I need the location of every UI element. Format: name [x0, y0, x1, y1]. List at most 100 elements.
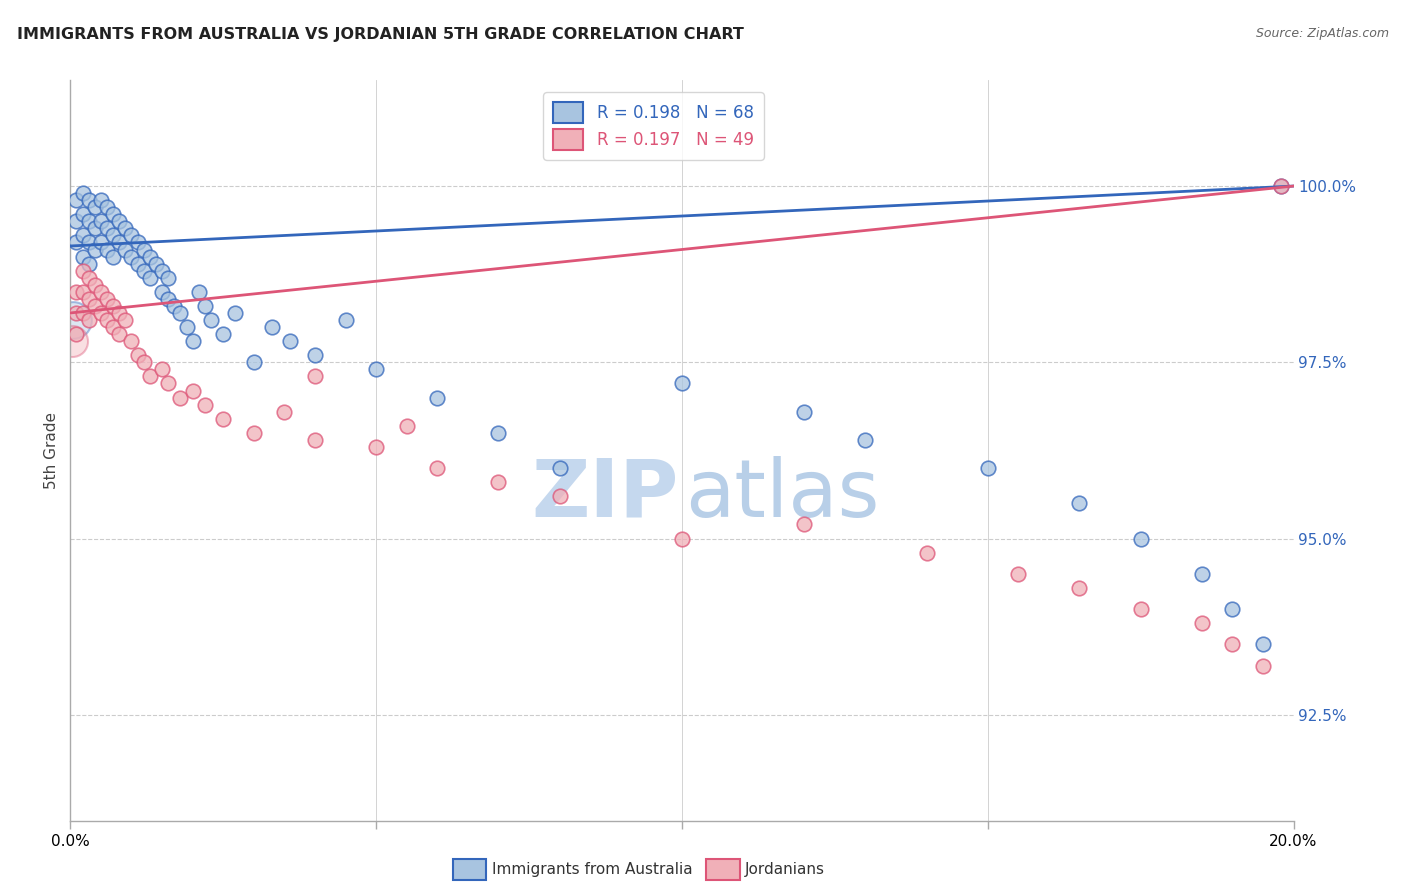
Point: [83, 221, 105, 235]
Point: [139, 369, 162, 384]
Point: [181, 384, 204, 398]
Point: [395, 418, 418, 433]
Point: [243, 355, 266, 369]
Point: [304, 348, 326, 362]
Point: [96, 221, 118, 235]
Text: Source: ZipAtlas.com: Source: ZipAtlas.com: [1256, 27, 1389, 40]
Point: [121, 228, 143, 243]
Point: [121, 250, 143, 264]
Point: [90, 306, 112, 320]
Point: [194, 398, 217, 412]
Point: [976, 461, 998, 475]
Point: [1220, 602, 1243, 616]
Point: [108, 235, 131, 250]
Point: [855, 433, 877, 447]
Point: [280, 334, 302, 348]
Point: [108, 327, 131, 342]
Point: [200, 313, 222, 327]
Point: [90, 285, 112, 299]
Point: [72, 306, 94, 320]
Point: [793, 517, 815, 532]
Point: [101, 320, 124, 334]
Point: [150, 263, 173, 277]
Point: [212, 411, 235, 425]
Point: [176, 320, 198, 334]
Point: [1191, 566, 1213, 581]
Point: [62, 313, 84, 327]
Point: [77, 214, 100, 228]
Point: [108, 214, 131, 228]
Point: [169, 306, 191, 320]
Point: [77, 257, 100, 271]
Point: [83, 277, 105, 292]
Point: [83, 299, 105, 313]
Point: [127, 348, 149, 362]
Legend: R = 0.198   N = 68, R = 0.197   N = 49: R = 0.198 N = 68, R = 0.197 N = 49: [544, 92, 763, 160]
Point: [114, 243, 136, 257]
Point: [793, 405, 815, 419]
Point: [1270, 179, 1292, 194]
Point: [187, 285, 209, 299]
Point: [488, 475, 510, 490]
Point: [108, 306, 131, 320]
Point: [548, 489, 571, 503]
Point: [163, 299, 186, 313]
Point: [243, 425, 266, 440]
Point: [915, 546, 938, 560]
Point: [65, 235, 87, 250]
Point: [145, 257, 167, 271]
Y-axis label: 5th Grade: 5th Grade: [44, 412, 59, 489]
Point: [548, 461, 571, 475]
Point: [1251, 637, 1274, 651]
Text: Immigrants from Australia: Immigrants from Australia: [492, 863, 693, 877]
Point: [101, 299, 124, 313]
Point: [426, 391, 449, 405]
Point: [1069, 496, 1091, 510]
Point: [304, 369, 326, 384]
Point: [212, 327, 235, 342]
Point: [90, 193, 112, 207]
Point: [150, 362, 173, 376]
Point: [72, 263, 94, 277]
Point: [132, 355, 155, 369]
Point: [1251, 658, 1274, 673]
Point: [273, 405, 295, 419]
Point: [132, 243, 155, 257]
Text: Jordanians: Jordanians: [745, 863, 825, 877]
Point: [1129, 602, 1152, 616]
Point: [96, 292, 118, 306]
Point: [127, 235, 149, 250]
Point: [96, 243, 118, 257]
Point: [83, 243, 105, 257]
Point: [366, 440, 388, 454]
Point: [181, 334, 204, 348]
Point: [366, 362, 388, 376]
Point: [1007, 566, 1029, 581]
Point: [72, 228, 94, 243]
Point: [194, 299, 217, 313]
Point: [335, 313, 357, 327]
Point: [77, 235, 100, 250]
Point: [127, 257, 149, 271]
Point: [72, 207, 94, 221]
Point: [77, 270, 100, 285]
Point: [65, 306, 87, 320]
Point: [1220, 637, 1243, 651]
Point: [114, 313, 136, 327]
Point: [96, 313, 118, 327]
Point: [426, 461, 449, 475]
Point: [101, 207, 124, 221]
Point: [65, 285, 87, 299]
Point: [304, 433, 326, 447]
Point: [150, 285, 173, 299]
Point: [72, 285, 94, 299]
Point: [1270, 179, 1292, 194]
Point: [1129, 532, 1152, 546]
Point: [132, 263, 155, 277]
Point: [77, 292, 100, 306]
Point: [72, 250, 94, 264]
Point: [77, 313, 100, 327]
Point: [157, 292, 180, 306]
Text: IMMIGRANTS FROM AUSTRALIA VS JORDANIAN 5TH GRADE CORRELATION CHART: IMMIGRANTS FROM AUSTRALIA VS JORDANIAN 5…: [17, 27, 744, 42]
Point: [671, 376, 693, 391]
